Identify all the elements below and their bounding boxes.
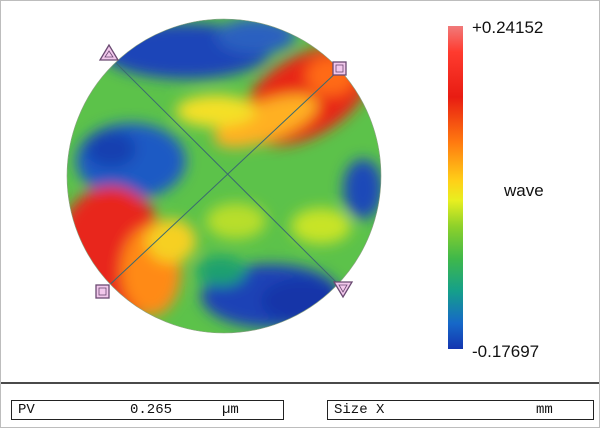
size-x-readout: Size X mm bbox=[327, 400, 594, 420]
triangle-marker-icon[interactable] bbox=[98, 43, 120, 61]
panel-divider bbox=[1, 382, 599, 384]
square-marker-icon[interactable] bbox=[332, 61, 347, 76]
square-marker-icon[interactable] bbox=[95, 284, 110, 299]
size-x-label: Size X bbox=[334, 402, 385, 418]
scale-min-label: -0.17697 bbox=[472, 342, 540, 361]
pv-readout: PV 0.265 µm bbox=[11, 400, 284, 420]
triangle-marker-icon[interactable] bbox=[332, 281, 354, 299]
wavefront-map bbox=[66, 18, 382, 334]
pv-unit: µm bbox=[222, 402, 239, 418]
wavefront-disc bbox=[67, 19, 381, 333]
color-scale-bar bbox=[448, 26, 463, 349]
pv-value: 0.265 bbox=[130, 402, 173, 418]
size-x-unit: mm bbox=[536, 402, 553, 418]
pv-label: PV bbox=[18, 402, 35, 418]
scale-max-label: +0.24152 bbox=[472, 18, 544, 37]
scale-unit-label: wave bbox=[504, 181, 544, 200]
